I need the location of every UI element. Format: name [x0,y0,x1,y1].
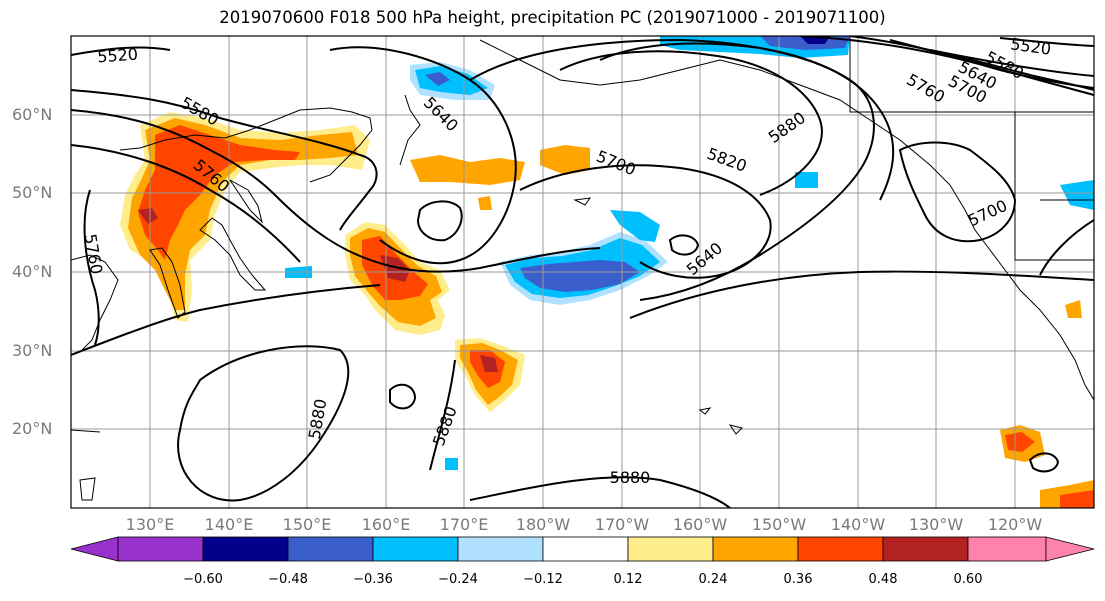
lat-label-60n: 60°N [12,105,53,124]
lon-label: 150°E [282,515,332,534]
map-title: 2019070600 F018 500 hPa height, precipit… [219,8,886,27]
colorbar-extend-high [1045,536,1095,562]
colorbar [70,536,1095,562]
colorbar-segment [457,536,544,562]
colorbar-segment [627,536,714,562]
lon-label: 130°W [908,515,964,534]
lon-label: 140°W [830,515,886,534]
colorbar-segment [712,536,799,562]
lon-label: 150°W [751,515,807,534]
contour-label: 5700 [965,196,1010,230]
colorbar-segment [202,536,289,562]
colorbar-tick-label: −0.60 [183,572,223,587]
map-frame [70,35,1095,509]
lon-label: 160°W [672,515,728,534]
contour-label: 5640 [683,238,726,279]
lon-label: 130°E [125,515,175,534]
lon-label: 120°W [987,515,1043,534]
lat-label-50n: 50°N [12,183,53,202]
colorbar-segment [542,536,629,562]
contour-label: 5520 [97,45,139,67]
contour-label: 5820 [705,144,750,176]
lat-label-30n: 30°N [12,341,53,360]
contour-label: 5880 [765,108,809,147]
colorbar-segment [117,536,204,562]
contour-label: 5880 [429,404,461,449]
contour-label: 5520 [1009,34,1052,58]
lat-label-20n: 20°N [12,419,53,438]
height-contours [71,36,1094,508]
colorbar-segment [372,536,459,562]
colorbar-tick-label: 0.12 [613,572,643,587]
colorbar-tick-label: −0.36 [353,572,393,587]
colorbar-segment [882,536,969,562]
colorbar-extend-low [70,536,119,562]
colorbar-tick-label: 0.60 [953,572,983,587]
colorbar-segment [797,536,884,562]
colorbar-tick-label: −0.48 [268,572,308,587]
colorbar-segment [967,536,1047,562]
lon-label: 170°E [439,515,489,534]
contour-label: 5700 [594,146,639,179]
contour-label: 5880 [305,397,331,440]
contour-label: 5760 [81,232,107,275]
lon-label: 160°E [361,515,411,534]
lon-label: 180°W [515,515,571,534]
colorbar-tick-label: −0.12 [523,572,563,587]
lon-label: 140°E [204,515,254,534]
lat-label-40n: 40°N [12,262,53,281]
colorbar-tick-label: 0.48 [868,572,898,587]
contour-label: 5880 [610,468,651,487]
colorbar-segment [287,536,374,562]
contour-label: 5760 [903,70,948,107]
lon-label: 170°W [594,515,650,534]
colorbar-tick-label: −0.24 [438,572,478,587]
precip-positive-region [410,155,525,185]
colorbar-tick-label: 0.24 [698,572,728,587]
colorbar-tick-label: 0.36 [783,572,813,587]
